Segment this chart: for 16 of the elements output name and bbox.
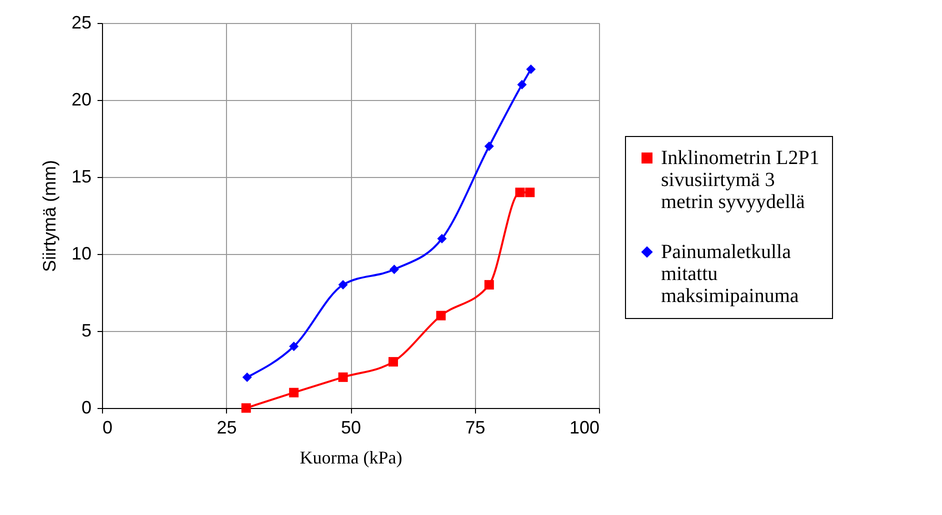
- y-tick-label: 25: [71, 12, 92, 32]
- point: [389, 264, 399, 274]
- x-axis-title: Kuorma (kPa): [300, 448, 402, 468]
- x-tick-label: 25: [216, 418, 237, 438]
- y-tick-label: 5: [81, 320, 92, 340]
- y-tick-label: 0: [81, 398, 92, 418]
- y-axis-title: Siirtymä (mm): [39, 160, 60, 272]
- legend-label: Painumaletkulla mitattu maksimipainuma: [661, 241, 799, 307]
- x-tick-label: 50: [340, 418, 362, 438]
- x-tick-label: 0: [102, 418, 113, 438]
- x-tick-label: 100: [569, 418, 600, 438]
- legend-label: Inklinometrin L2P1 sivusiirtymä 3 metrin syvyydellä: [661, 147, 820, 213]
- y-tick-label: 10: [71, 244, 92, 264]
- y-tick-label: 15: [71, 166, 92, 186]
- x-tick-label: 75: [465, 418, 486, 438]
- y-tick-label: 20: [71, 90, 92, 110]
